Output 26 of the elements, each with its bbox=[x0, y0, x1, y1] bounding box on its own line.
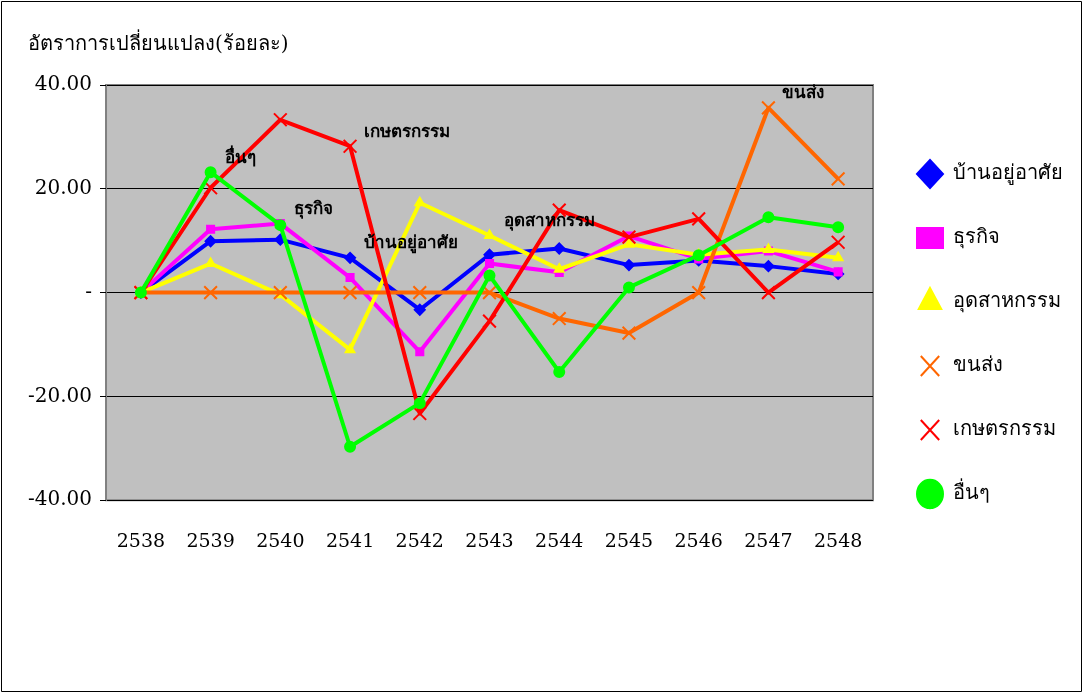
y-tick-label: -20.00 bbox=[28, 382, 93, 407]
legend-label: ธุรกิจ bbox=[953, 224, 1000, 250]
legend-label: อื่นๆ bbox=[953, 478, 990, 505]
x-tick-label: 2540 bbox=[256, 528, 305, 551]
y-tick-label: 20.00 bbox=[34, 175, 93, 199]
y-tick-label: - bbox=[85, 278, 93, 303]
x-tick-label: 2544 bbox=[535, 528, 584, 551]
annotation: ธุรกิจ bbox=[294, 197, 334, 219]
y-axis-title: อัตราการเปลี่ยนแปลง(ร้อยละ) bbox=[28, 29, 289, 56]
legend-label: อุดสาหกรรม bbox=[953, 288, 1061, 314]
y-tick-label: 40.00 bbox=[34, 71, 93, 96]
x-tick-label: 2542 bbox=[395, 528, 444, 551]
x-tick-label: 2545 bbox=[604, 528, 654, 551]
legend-label: เกษตรกรรม bbox=[953, 416, 1056, 441]
annotation: ขนส่ง bbox=[782, 82, 825, 103]
x-tick-label: 2538 bbox=[116, 528, 166, 551]
x-tick-label: 2541 bbox=[325, 528, 375, 551]
legend-label: บ้านอยู่อาศัย bbox=[953, 160, 1063, 186]
x-tick-label: 2546 bbox=[674, 528, 723, 551]
x-tick-label: 2548 bbox=[813, 528, 863, 551]
x-tick-label: 2543 bbox=[465, 528, 514, 551]
annotation: เกษตรกรรม bbox=[364, 120, 451, 141]
x-tick-label: 2547 bbox=[744, 528, 793, 551]
y-tick-label: -40.00 bbox=[28, 486, 93, 511]
x-tick-label: 2539 bbox=[186, 528, 235, 551]
legend-label: ขนส่ง bbox=[953, 352, 1003, 377]
